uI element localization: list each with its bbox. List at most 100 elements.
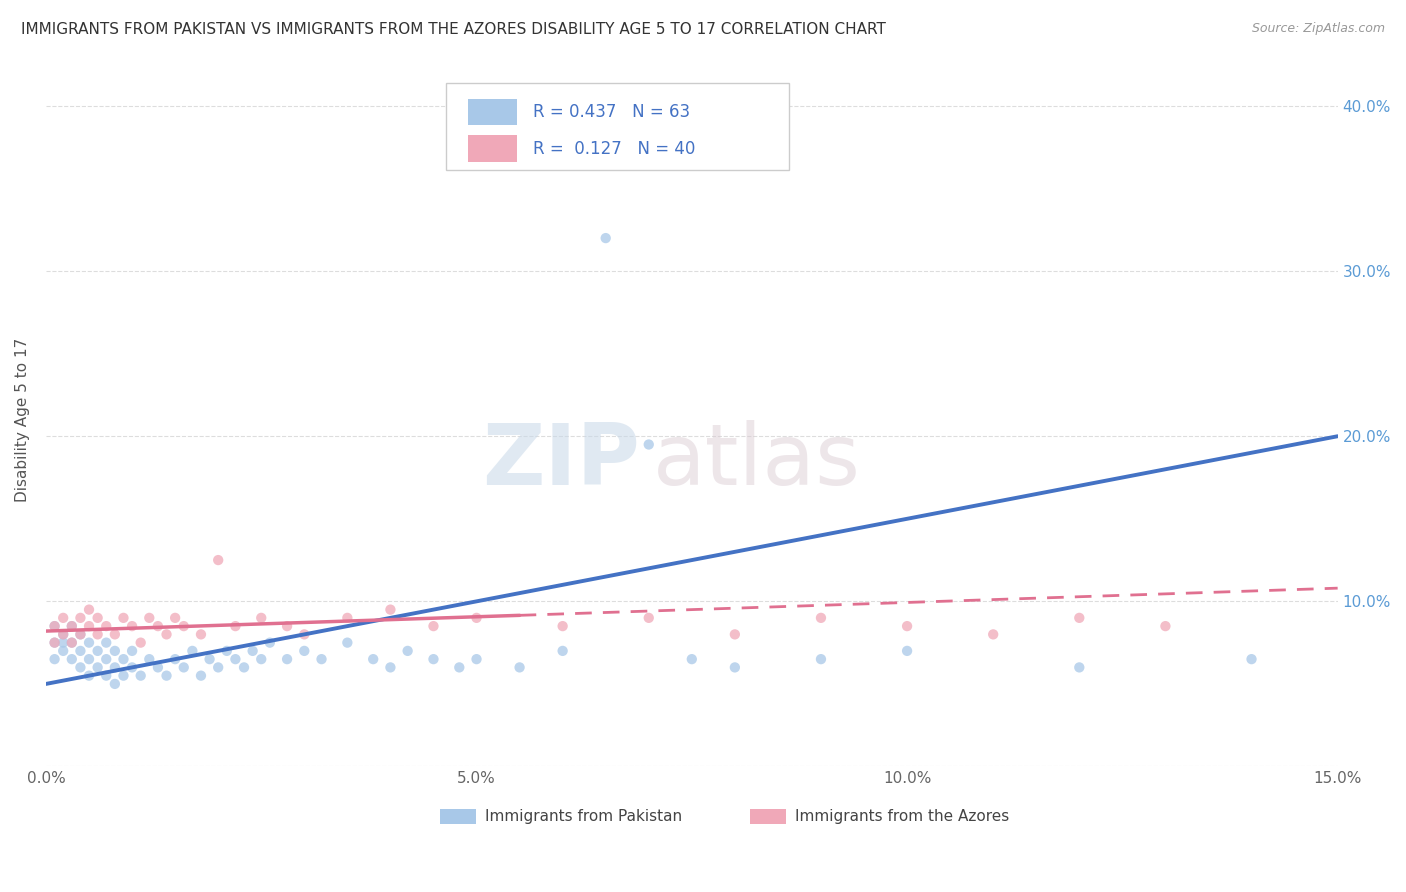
Point xyxy=(104,644,127,658)
Point xyxy=(155,627,177,641)
Point xyxy=(121,619,143,633)
Point xyxy=(104,627,127,641)
Point xyxy=(681,652,703,666)
Point xyxy=(121,644,143,658)
Point xyxy=(77,652,100,666)
Point xyxy=(60,635,83,649)
Text: Source: ZipAtlas.com: Source: ZipAtlas.com xyxy=(1251,22,1385,36)
Point xyxy=(165,611,187,625)
Point xyxy=(173,660,195,674)
Point xyxy=(52,627,75,641)
Point xyxy=(52,611,75,625)
Point xyxy=(165,652,187,666)
Point xyxy=(96,619,118,633)
FancyBboxPatch shape xyxy=(468,136,517,161)
Point xyxy=(276,652,298,666)
Point xyxy=(96,635,118,649)
Point xyxy=(69,611,91,625)
Point xyxy=(396,644,419,658)
Point xyxy=(896,644,918,658)
Point xyxy=(69,627,91,641)
Point xyxy=(86,660,108,674)
Point xyxy=(292,644,315,658)
Point xyxy=(595,231,617,245)
Point xyxy=(60,619,83,633)
FancyBboxPatch shape xyxy=(440,809,477,824)
Point xyxy=(1069,660,1091,674)
Point xyxy=(86,627,108,641)
Point xyxy=(69,660,91,674)
Point xyxy=(422,652,444,666)
Point xyxy=(181,644,204,658)
Point xyxy=(1240,652,1263,666)
Point xyxy=(361,652,384,666)
Point xyxy=(198,652,221,666)
Point xyxy=(173,619,195,633)
Point xyxy=(637,437,659,451)
Point xyxy=(60,619,83,633)
Point xyxy=(44,619,66,633)
Point xyxy=(259,635,281,649)
Text: ZIP: ZIP xyxy=(482,420,640,503)
Point xyxy=(422,619,444,633)
Point xyxy=(96,652,118,666)
Point xyxy=(380,660,402,674)
Point xyxy=(724,627,747,641)
Y-axis label: Disability Age 5 to 17: Disability Age 5 to 17 xyxy=(15,337,30,502)
Point xyxy=(44,635,66,649)
Text: Immigrants from Pakistan: Immigrants from Pakistan xyxy=(485,809,682,824)
Point xyxy=(60,635,83,649)
Point xyxy=(112,611,135,625)
Point xyxy=(190,668,212,682)
FancyBboxPatch shape xyxy=(749,809,786,824)
Point xyxy=(724,660,747,674)
Point xyxy=(44,619,66,633)
Text: IMMIGRANTS FROM PAKISTAN VS IMMIGRANTS FROM THE AZORES DISABILITY AGE 5 TO 17 CO: IMMIGRANTS FROM PAKISTAN VS IMMIGRANTS F… xyxy=(21,22,886,37)
Point xyxy=(207,553,229,567)
Text: R =  0.127   N = 40: R = 0.127 N = 40 xyxy=(533,140,696,158)
Point xyxy=(233,660,256,674)
FancyBboxPatch shape xyxy=(446,83,789,170)
Point xyxy=(96,668,118,682)
Point xyxy=(311,652,333,666)
Point xyxy=(449,660,471,674)
Point xyxy=(465,652,488,666)
Point xyxy=(224,619,246,633)
Point xyxy=(190,627,212,641)
Point xyxy=(44,635,66,649)
Point xyxy=(250,652,273,666)
Point xyxy=(138,611,160,625)
Point xyxy=(77,602,100,616)
Point xyxy=(112,668,135,682)
Text: Immigrants from the Azores: Immigrants from the Azores xyxy=(796,809,1010,824)
Point xyxy=(509,660,531,674)
Point xyxy=(146,660,169,674)
Point xyxy=(138,652,160,666)
Point xyxy=(52,644,75,658)
Point xyxy=(896,619,918,633)
Point xyxy=(86,644,108,658)
Point xyxy=(215,644,238,658)
Point xyxy=(336,635,359,649)
Point xyxy=(52,627,75,641)
Point xyxy=(52,635,75,649)
Point xyxy=(551,644,574,658)
FancyBboxPatch shape xyxy=(468,98,517,125)
Point xyxy=(44,652,66,666)
Point xyxy=(380,602,402,616)
Point xyxy=(336,611,359,625)
Point xyxy=(77,668,100,682)
Point xyxy=(981,627,1004,641)
Point xyxy=(129,635,152,649)
Point xyxy=(250,611,273,625)
Point xyxy=(207,660,229,674)
Point xyxy=(146,619,169,633)
Point xyxy=(155,668,177,682)
Point xyxy=(1069,611,1091,625)
Point xyxy=(810,652,832,666)
Point xyxy=(121,660,143,674)
Point xyxy=(77,619,100,633)
Point xyxy=(242,644,264,658)
Point xyxy=(69,644,91,658)
Point xyxy=(810,611,832,625)
